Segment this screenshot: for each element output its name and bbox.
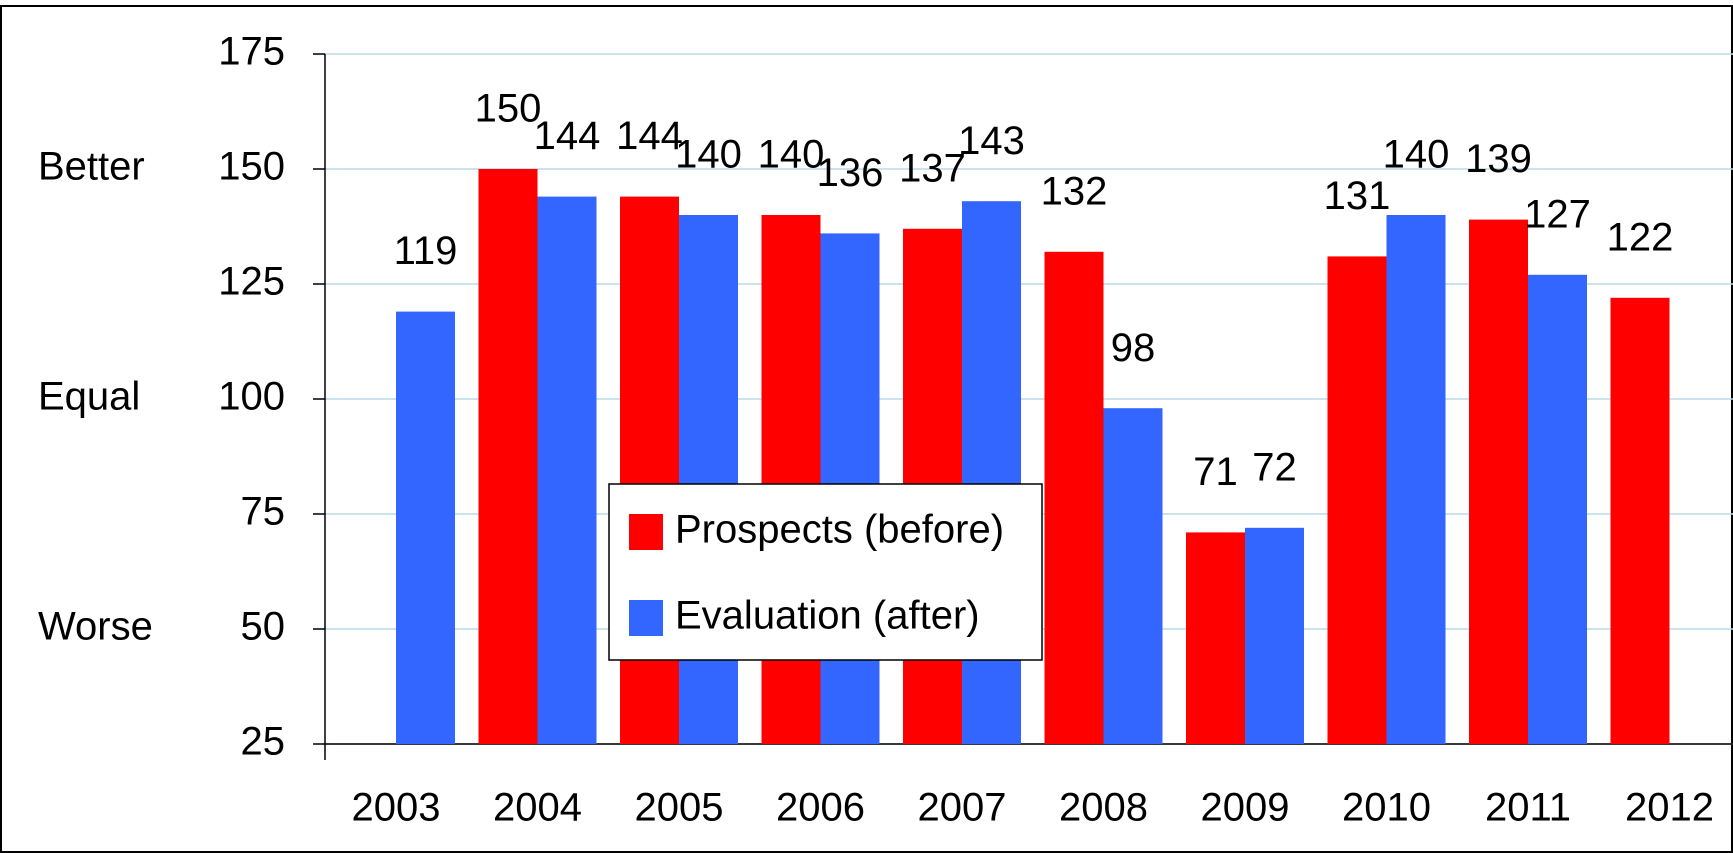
data-label: 143 — [958, 119, 1025, 163]
bar — [962, 201, 1021, 744]
bar — [1044, 251, 1104, 745]
data-label: 72 — [1252, 445, 1297, 489]
data-label: 119 — [394, 229, 458, 273]
bar — [679, 215, 738, 744]
y-tick-label: 50 — [241, 605, 286, 649]
data-label: 136 — [817, 151, 884, 195]
x-tick-label: 2005 — [635, 786, 724, 830]
bar — [396, 311, 455, 744]
data-label: 98 — [1111, 326, 1156, 370]
x-tick-label: 2009 — [1201, 786, 1290, 830]
y-tick-label: 150 — [218, 145, 285, 189]
y-annotation: Better — [38, 145, 145, 189]
legend-box — [608, 483, 1043, 661]
x-tick-label: 2012 — [1625, 786, 1714, 830]
bar — [1528, 274, 1587, 744]
x-tick-label: 2007 — [918, 786, 1007, 830]
data-label: 140 — [758, 133, 825, 177]
x-tick-label: 2008 — [1059, 786, 1148, 830]
data-label: 132 — [1041, 169, 1108, 213]
legend-swatch — [629, 514, 663, 550]
data-label: 144 — [616, 114, 683, 158]
data-label: 144 — [534, 114, 601, 158]
bar — [537, 196, 597, 745]
data-label: 127 — [1524, 192, 1591, 236]
x-tick-label: 2011 — [1485, 786, 1571, 830]
bar — [1386, 215, 1446, 744]
data-label: 139 — [1465, 137, 1532, 181]
data-label: 131 — [1324, 174, 1391, 218]
y-tick-label: 175 — [218, 30, 285, 74]
y-tick-label: 75 — [241, 490, 286, 534]
legend-label: Evaluation (after) — [675, 594, 980, 638]
bar — [1469, 219, 1528, 745]
y-annotation: Equal — [38, 375, 140, 419]
bar — [761, 215, 821, 744]
data-label: 150 — [475, 87, 542, 131]
bar — [478, 169, 538, 744]
x-tick-label: 2010 — [1342, 786, 1431, 830]
data-label: 140 — [1383, 133, 1450, 177]
data-label: 122 — [1607, 215, 1674, 259]
bar — [1186, 532, 1245, 744]
bar — [1610, 297, 1670, 744]
x-tick-label: 2003 — [352, 786, 441, 830]
y-tick-label: 125 — [218, 260, 285, 304]
data-label: 140 — [675, 133, 742, 177]
data-label: 137 — [899, 146, 966, 190]
x-tick-label: 2004 — [493, 786, 582, 830]
y-annotation: Worse — [38, 605, 153, 649]
bar — [1103, 408, 1163, 744]
legend-label: Prospects (before) — [675, 508, 1004, 552]
bar — [620, 196, 679, 745]
y-tick-label: 25 — [241, 720, 286, 764]
bar — [1327, 256, 1387, 744]
bar — [1245, 527, 1304, 744]
x-tick-label: 2006 — [776, 786, 865, 830]
data-label: 71 — [1193, 450, 1238, 494]
y-tick-label: 100 — [218, 375, 285, 419]
legend-swatch — [629, 600, 663, 636]
